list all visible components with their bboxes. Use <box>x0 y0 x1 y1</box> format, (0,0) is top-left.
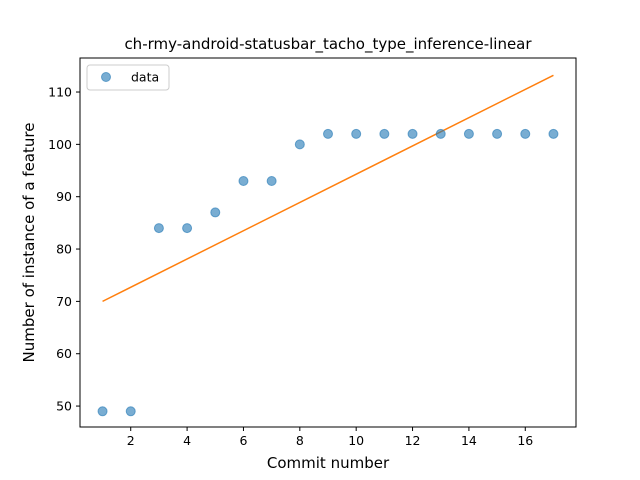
y-axis-ticks: 50 60 70 80 90 100 110 <box>48 85 80 414</box>
x-tick-label: 16 <box>517 433 533 448</box>
x-tick-label: 2 <box>127 433 135 448</box>
data-point <box>435 128 446 139</box>
y-tick-label: 50 <box>56 399 72 414</box>
data-point <box>323 128 333 139</box>
data-point <box>463 128 474 139</box>
plot-area <box>80 58 576 427</box>
x-tick-label: 10 <box>348 433 364 448</box>
x-axis-ticks: 2 4 6 8 10 12 14 16 <box>127 427 533 448</box>
y-tick-label: 60 <box>56 346 72 361</box>
y-tick-label: 80 <box>56 242 72 257</box>
x-tick-label: 8 <box>296 433 304 448</box>
legend: data <box>86 64 170 91</box>
data-points-layer <box>97 128 559 417</box>
data-point <box>492 128 503 139</box>
x-tick-label: 4 <box>183 433 191 448</box>
x-axis-label: Commit number <box>267 454 390 472</box>
data-point <box>153 223 164 234</box>
data-point <box>210 207 221 218</box>
data-point <box>294 139 305 150</box>
y-tick-label: 110 <box>48 85 72 100</box>
fit-line-layer <box>102 74 554 303</box>
data-point <box>266 176 277 186</box>
data-point <box>548 128 559 139</box>
y-tick-label: 100 <box>48 137 72 152</box>
data-point <box>379 128 390 139</box>
x-tick-label: 6 <box>239 433 247 448</box>
data-point <box>351 128 362 139</box>
y-tick-label: 70 <box>56 294 72 309</box>
x-tick-label: 14 <box>461 433 477 448</box>
data-point <box>125 406 136 417</box>
data-point <box>520 128 531 139</box>
data-point <box>238 176 249 186</box>
data-point <box>97 406 108 417</box>
x-tick-label: 12 <box>405 433 421 448</box>
legend-label-data: data <box>131 70 159 85</box>
legend-marker-data <box>101 72 111 82</box>
data-point <box>407 128 418 139</box>
chart-title: ch-rmy-android-statusbar_tacho_type_infe… <box>124 35 532 54</box>
data-point <box>182 223 193 234</box>
y-axis-label: Number of instance of a feature <box>20 123 38 363</box>
legend-box <box>86 64 170 91</box>
plot-frame <box>79 57 577 428</box>
linear-fit-line <box>102 74 554 303</box>
y-tick-label: 90 <box>56 189 72 204</box>
